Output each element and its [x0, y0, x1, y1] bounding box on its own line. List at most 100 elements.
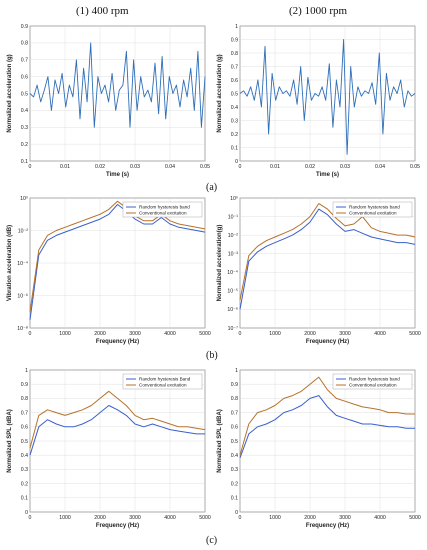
series-line-2 — [239, 376, 415, 456]
x-tick-label: 4000 — [164, 515, 176, 521]
legend-entry: Random hysteresis Band — [139, 377, 191, 382]
x-tick-label: 0.05 — [200, 164, 210, 170]
y-tick-label: 0.7 — [21, 410, 28, 416]
legend-entry: Random hysteresis band — [349, 377, 400, 382]
y-tick-label: 0.6 — [231, 78, 238, 84]
series-line-1 — [29, 405, 205, 456]
column-title-right: (2) 1000 rpm — [289, 5, 347, 17]
y-tick-label: 0.1 — [231, 145, 238, 151]
y-tick-label: 0.4 — [231, 453, 238, 459]
chart-a2: 0 0.01 0.02 0.03 0.04 0.05 0 0.1 0.2 0.3 0.4 0.5 0.6… — [217, 24, 420, 178]
legend-box — [332, 373, 413, 390]
y-tick-label: 10⁰ — [230, 196, 238, 202]
x-tick-label: 2000 — [94, 515, 106, 521]
x-tick-label: 4000 — [374, 331, 386, 337]
y-tick-label: 0 — [25, 510, 28, 516]
series-line-1 — [239, 208, 416, 310]
x-tick-label: 0 — [239, 331, 242, 337]
y-tick-label: 0.9 — [21, 382, 28, 388]
x-tick-label: 0 — [29, 515, 32, 521]
y-tick-label: 0.5 — [21, 439, 28, 445]
y-axis-label: Normalized SPL (dBA) — [217, 409, 223, 473]
legend-entry: Conventional excitation — [349, 211, 397, 216]
legend-entry: Random hysteresis band — [139, 205, 190, 210]
x-axis-label: Frequency (Hz) — [306, 339, 349, 345]
chart-c2: 0 1000 2000 3000 4000 5000 0 0.1 0.2 0.3 0.4 0.5 0.6… — [217, 368, 421, 529]
y-tick-label: 0 — [235, 510, 238, 516]
x-tick-label: 1000 — [269, 331, 281, 337]
y-axis-label: Normalized acceleration (g) — [7, 54, 13, 132]
x-tick-label: 0.03 — [340, 164, 350, 170]
x-tick-label: 0.01 — [270, 164, 280, 170]
plot-area — [239, 197, 416, 329]
legend-entry: Conventional excitation — [139, 383, 187, 388]
x-tick-label: 1000 — [59, 331, 71, 337]
y-tick-label: 1 — [25, 368, 28, 374]
charts-group: 0 0.01 0.02 0.03 0.04 0.05 0.1 0.2 0.3 0.4 0.5 0.6 0… — [7, 24, 421, 529]
row-label-c: (c) — [206, 535, 217, 546]
y-tick-label: 10⁻⁴ — [17, 261, 28, 267]
x-tick-label: 0 — [239, 515, 242, 521]
y-tick-label: 0.6 — [21, 74, 28, 80]
series-line-1 — [239, 39, 416, 155]
series-line-2 — [29, 200, 206, 312]
y-tick-label: 10⁻¹ — [228, 214, 239, 220]
y-tick-label: 10⁻⁶ — [227, 307, 238, 313]
y-tick-label: 10⁻² — [18, 228, 29, 234]
chart-c1: 0 1000 2000 3000 4000 5000 0 0.1 0.2 0.3 0.4 0.5 0.6… — [7, 368, 211, 529]
x-tick-label: 0 — [29, 331, 32, 337]
x-tick-label: 0.05 — [410, 164, 420, 170]
y-tick-label: 0.8 — [21, 396, 28, 402]
y-tick-label: 0.2 — [21, 142, 28, 148]
y-tick-label: 0.9 — [21, 24, 28, 30]
x-tick-label: 2000 — [94, 331, 106, 337]
x-tick-label: 3000 — [339, 515, 351, 521]
x-axis-label: Frequency (Hz) — [96, 523, 139, 529]
y-tick-label: 0.8 — [21, 41, 28, 47]
y-tick-label: 0.7 — [231, 64, 238, 70]
legend-entry: Random hysteresis band — [349, 205, 400, 210]
y-tick-label: 0.1 — [231, 496, 238, 502]
chart-b1: 0 1000 2000 3000 4000 5000 10⁰ 10⁻² 10⁻⁴ 10⁻⁶ 10⁻⁸… — [7, 196, 211, 345]
chart-b2: 0 1000 2000 3000 4000 5000 10⁰ 10⁻¹ 10⁻² 10⁻³ 10⁻⁴… — [217, 196, 421, 345]
series-line-2 — [239, 203, 416, 301]
series-line-1 — [29, 42, 206, 128]
x-tick-label: 2000 — [304, 515, 316, 521]
x-tick-label: 0.03 — [130, 164, 140, 170]
y-axis-label: Normalized acceleration (g) — [217, 54, 223, 132]
x-tick-label: 0 — [239, 164, 242, 170]
y-tick-label: 0.4 — [231, 105, 238, 111]
x-tick-label: 4000 — [164, 331, 176, 337]
x-tick-label: 4000 — [374, 515, 386, 521]
x-tick-label: 0.04 — [375, 164, 385, 170]
y-tick-label: 0.1 — [21, 159, 28, 165]
y-tick-label: 10⁻⁴ — [227, 270, 238, 276]
y-tick-label: 10⁻² — [228, 233, 239, 239]
y-tick-label: 1 — [235, 24, 238, 30]
y-tick-label: 0.2 — [231, 481, 238, 487]
y-tick-label: 0.4 — [21, 108, 28, 114]
column-title-left: (1) 400 rpm — [76, 5, 129, 17]
y-tick-label: 0.5 — [21, 91, 28, 97]
y-tick-label: 10⁻³ — [228, 252, 239, 258]
x-tick-label: 5000 — [409, 331, 421, 337]
y-axis-label: Normalized SPL (dBA) — [7, 409, 13, 473]
x-tick-label: 3000 — [339, 331, 351, 337]
y-tick-label: 0.2 — [21, 481, 28, 487]
y-tick-label: 0.9 — [231, 37, 238, 43]
series-line-1 — [29, 204, 206, 320]
legend-entry: Conventional excitation — [139, 211, 187, 216]
y-tick-label: 0.3 — [231, 118, 238, 124]
x-tick-label: 3000 — [129, 515, 141, 521]
y-tick-label: 0.3 — [21, 467, 28, 473]
x-tick-label: 0.01 — [60, 164, 70, 170]
x-axis-label: Time (s) — [316, 172, 339, 178]
chart-a1: 0 0.01 0.02 0.03 0.04 0.05 0.1 0.2 0.3 0.4 0.5 0.6 0… — [7, 24, 210, 178]
x-tick-label: 5000 — [199, 515, 211, 521]
x-tick-label: 1000 — [269, 515, 281, 521]
x-tick-label: 0.02 — [95, 164, 105, 170]
legend-box — [122, 201, 203, 218]
y-tick-label: 1 — [235, 368, 238, 374]
x-tick-label: 5000 — [199, 331, 211, 337]
y-tick-label: 0.2 — [231, 132, 238, 138]
